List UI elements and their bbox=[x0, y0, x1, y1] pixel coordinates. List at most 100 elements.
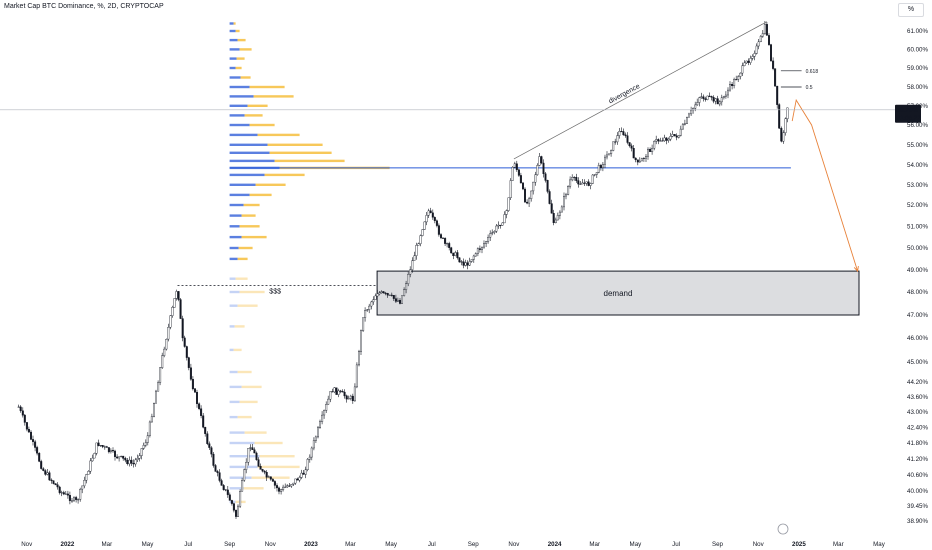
candle-body bbox=[87, 471, 90, 475]
volume-profile-upper-up-bar bbox=[229, 257, 238, 261]
candle-body bbox=[271, 479, 274, 482]
candle-body bbox=[671, 134, 674, 137]
candle-body bbox=[257, 459, 260, 467]
candle-body bbox=[331, 391, 334, 393]
candle-body bbox=[743, 62, 746, 67]
volume-profile-upper-up-bar bbox=[229, 183, 256, 186]
volume-profile-upper-down-bar bbox=[241, 214, 256, 217]
volume-profile-lower-up-bar bbox=[229, 431, 245, 434]
percent-scale-button[interactable]: % bbox=[898, 3, 924, 17]
candle-body bbox=[259, 466, 262, 470]
candle-body bbox=[542, 162, 545, 174]
candle-body bbox=[528, 198, 531, 204]
volume-profile-upper-up-bar bbox=[229, 246, 239, 250]
candle-body bbox=[175, 291, 178, 299]
volume-profile-upper-up-bar bbox=[229, 123, 250, 127]
candle-body bbox=[173, 298, 176, 308]
candle-body bbox=[105, 446, 108, 448]
volume-profile-upper-down-bar bbox=[257, 133, 300, 137]
candle-body bbox=[546, 180, 549, 192]
candle-body bbox=[481, 246, 484, 250]
candle-body bbox=[44, 470, 47, 475]
candle-body bbox=[493, 231, 496, 233]
price-tick-label: 44.20% bbox=[907, 379, 928, 386]
volume-profile-lower-down-bar bbox=[237, 415, 252, 419]
time-tick-label: Sep bbox=[712, 541, 724, 548]
candle-body bbox=[636, 159, 639, 163]
price-tick-label: 40.60% bbox=[907, 472, 928, 479]
volume-profile-upper-up-bar bbox=[229, 76, 241, 79]
candle-body bbox=[677, 135, 680, 138]
candle-body bbox=[319, 421, 322, 429]
candle-body bbox=[327, 398, 330, 405]
last-price-value: 56.79% bbox=[897, 107, 918, 114]
candle-body bbox=[325, 404, 328, 411]
candle-body bbox=[19, 406, 22, 411]
volume-profile-upper-down-bar bbox=[243, 203, 260, 207]
candle-body bbox=[146, 435, 149, 443]
volume-profile-lower-up-bar bbox=[229, 325, 235, 328]
candle-body bbox=[347, 398, 350, 400]
candle-body bbox=[780, 127, 783, 142]
candle-body bbox=[450, 247, 453, 254]
volume-profile-upper-up-bar bbox=[229, 151, 270, 154]
candle-body bbox=[470, 259, 473, 262]
candle-body bbox=[372, 299, 375, 303]
candle-body bbox=[323, 410, 326, 416]
candle-body bbox=[483, 243, 486, 248]
candle-body bbox=[329, 391, 332, 400]
time-tick-label: Nov bbox=[265, 541, 277, 548]
candle-body bbox=[724, 94, 727, 97]
volume-profile-upper-down-bar bbox=[249, 193, 272, 197]
candle-body bbox=[405, 283, 408, 290]
price-tick-label: 56.00% bbox=[907, 122, 928, 129]
candle-body bbox=[167, 327, 170, 340]
candle-body bbox=[298, 477, 301, 481]
candle-body bbox=[56, 484, 59, 488]
candle-body bbox=[569, 179, 572, 187]
candle-body bbox=[317, 427, 320, 438]
candle-body bbox=[532, 181, 535, 192]
price-tick-label: 48.00% bbox=[907, 289, 928, 296]
candle-body bbox=[622, 131, 625, 136]
candle-body bbox=[501, 222, 504, 226]
candle-body bbox=[286, 485, 289, 488]
candle-body bbox=[720, 97, 723, 103]
candle-body bbox=[122, 455, 125, 459]
candle-body bbox=[89, 460, 92, 472]
candle-body bbox=[690, 109, 693, 115]
candle-body bbox=[647, 148, 650, 157]
candle-body bbox=[226, 489, 229, 495]
candle-body bbox=[757, 41, 760, 47]
volume-profile-lower-down-bar bbox=[241, 385, 262, 389]
candle-body bbox=[716, 98, 719, 105]
candle-body bbox=[558, 211, 561, 216]
candle-body bbox=[575, 176, 578, 181]
price-tick-label: 41.20% bbox=[907, 456, 928, 463]
candle-body bbox=[64, 493, 67, 495]
candle-body bbox=[649, 148, 652, 152]
candle-body bbox=[710, 96, 713, 98]
candle-body bbox=[519, 175, 522, 184]
candle-body bbox=[696, 102, 699, 106]
candle-body bbox=[40, 461, 43, 469]
candle-body bbox=[411, 260, 414, 270]
candle-body bbox=[269, 476, 272, 480]
candle-body bbox=[497, 224, 500, 227]
candle-body bbox=[95, 442, 98, 454]
candle-body bbox=[206, 433, 209, 444]
candle-body bbox=[134, 459, 137, 465]
volume-profile-upper-up-bar bbox=[229, 57, 237, 60]
candle-body bbox=[645, 155, 648, 159]
candle-body bbox=[554, 219, 557, 223]
candle-body bbox=[530, 190, 533, 200]
candle-body bbox=[786, 107, 789, 120]
candle-body bbox=[560, 206, 563, 213]
candle-body bbox=[390, 294, 393, 296]
candle-body bbox=[485, 241, 488, 244]
candle-body bbox=[212, 453, 215, 466]
candle-body bbox=[431, 212, 434, 218]
price-tick-label: 46.00% bbox=[907, 335, 928, 342]
candle-body bbox=[706, 95, 709, 100]
